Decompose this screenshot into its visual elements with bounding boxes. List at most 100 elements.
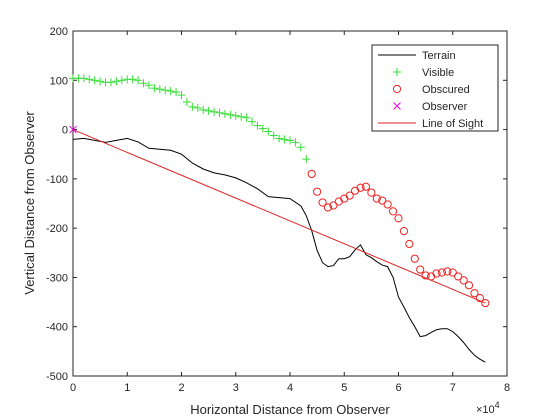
x-tick-label: 5: [341, 382, 347, 394]
obscured-point: [470, 289, 479, 298]
visible-point: [215, 108, 224, 117]
visible-point: [258, 124, 267, 133]
obscured-point: [459, 276, 468, 285]
x-tick-label: 0: [70, 382, 76, 394]
obscured-point: [361, 182, 371, 191]
x-tick-label: 2: [178, 382, 184, 394]
y-tick-label: 200: [50, 26, 68, 38]
visible-point: [139, 79, 148, 88]
visible-point: [204, 106, 213, 115]
visible-point: [220, 109, 229, 118]
legend-label: Obscured: [422, 84, 470, 96]
y-tick-label: 100: [50, 75, 68, 87]
x-tick-label: 6: [395, 382, 401, 394]
x-axis-label: Horizontal Distance from Observer: [190, 402, 390, 417]
visible-point: [166, 87, 175, 96]
obscured-point: [323, 203, 333, 212]
obscured-point: [416, 265, 425, 274]
visible-point: [242, 113, 251, 122]
obscured-point: [378, 196, 387, 205]
obscured-point: [464, 281, 474, 290]
legend-swatch: [392, 84, 402, 94]
visible-point: [226, 110, 235, 119]
visible-point: [161, 86, 170, 95]
y-tick-label: -100: [46, 174, 68, 186]
obscured-point: [399, 227, 409, 236]
legend-entry-visible: Visible: [393, 67, 454, 79]
visible-point: [128, 75, 137, 84]
obscured-point: [367, 188, 376, 197]
obscured-point: [388, 207, 398, 216]
legend-entry-obscured: Obscured: [392, 84, 470, 96]
x-axis-ticks: 0 1 2 3 4 5 6 7 8: [70, 31, 510, 394]
obscured-point: [318, 198, 327, 207]
obscured-point: [313, 187, 322, 196]
x-tick-label: 3: [233, 382, 239, 394]
legend-swatch: [393, 102, 401, 110]
visible-point: [248, 117, 257, 126]
visible-point: [286, 136, 294, 145]
obscured-point: [443, 267, 452, 276]
visible-point: [85, 75, 94, 84]
obscured-point: [345, 191, 354, 200]
visible-point: [302, 155, 311, 164]
visible-point: [237, 112, 246, 121]
visible-point: [90, 76, 99, 85]
visible-point: [291, 138, 300, 147]
visible-point: [79, 74, 88, 83]
y-tick-label: -500: [46, 371, 68, 383]
x-axis-exponent: ×104: [476, 400, 500, 416]
x-axis-exponent-power: 4: [495, 400, 500, 410]
visible-point: [155, 85, 164, 94]
legend-label: Line of Sight: [422, 118, 483, 130]
obscured-point: [356, 183, 365, 192]
obscured-point: [405, 239, 414, 249]
obscured-point: [421, 271, 430, 280]
obscured-point: [372, 194, 381, 203]
legend-swatch: [393, 68, 401, 76]
visible-point: [117, 76, 126, 85]
visible-point: [210, 107, 219, 116]
observer-points: [69, 125, 77, 134]
line-of-sight-line: [72, 129, 486, 304]
visible-point: [144, 81, 153, 90]
visible-point: [275, 134, 284, 143]
obscured-point: [432, 269, 441, 278]
x-tick-label: 1: [124, 382, 130, 394]
data-series: [69, 74, 490, 363]
visible-point: [296, 143, 305, 152]
visible-point: [177, 91, 186, 100]
visible-point: [134, 76, 143, 85]
visible-point: [280, 135, 289, 144]
y-tick-label: 0: [62, 125, 68, 137]
legend-label: Observer: [422, 101, 468, 113]
legend-box: [371, 44, 499, 132]
visible-point: [264, 127, 273, 136]
visible-point: [106, 78, 115, 87]
obscured-point: [383, 200, 392, 209]
obscured-point: [307, 169, 316, 179]
obscured-point: [454, 272, 463, 281]
legend-entry-terrain: Terrain: [378, 50, 456, 62]
obscured-point: [481, 298, 490, 308]
observer-point: [69, 125, 77, 134]
legend: Terrain Visible Obscured Observer Line of Si…: [371, 44, 499, 132]
visible-point: [182, 97, 191, 106]
x-tick-label: 4: [287, 382, 293, 394]
x-tick-label: 7: [450, 382, 456, 394]
y-axis-ticks: -500 -400 -300 -200 -100 0 100 200: [46, 26, 507, 383]
legend-entry-observer: Observer: [393, 101, 468, 113]
visible-point: [269, 131, 278, 140]
visible-point: [96, 77, 105, 86]
obscured-point: [329, 201, 338, 210]
visible-point: [172, 88, 181, 97]
obscured-point: [437, 268, 446, 277]
visible-point: [112, 77, 121, 86]
y-tick-label: -200: [46, 223, 68, 235]
y-tick-label: -400: [46, 322, 68, 334]
obscured-point: [448, 268, 457, 277]
terrain-line: [72, 137, 486, 363]
visible-point: [150, 84, 159, 93]
obscured-points: [307, 169, 490, 308]
legend-entries: Terrain Visible Obscured Observer Line of Si…: [378, 50, 483, 130]
